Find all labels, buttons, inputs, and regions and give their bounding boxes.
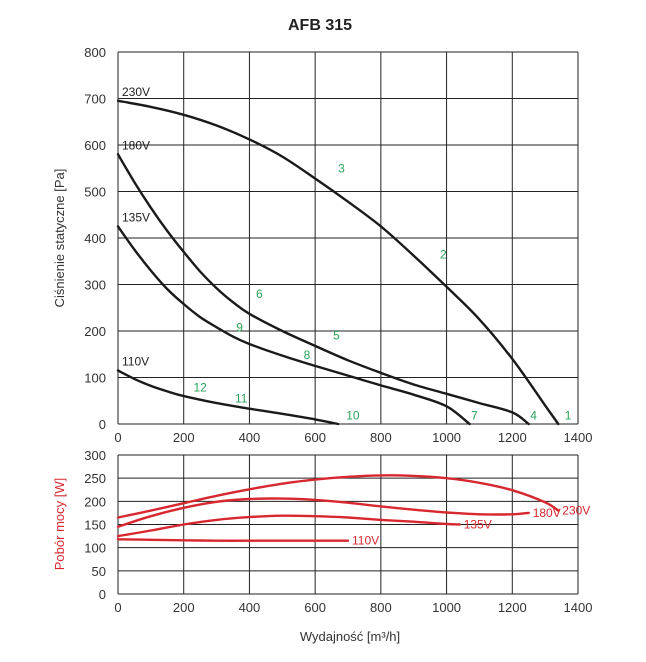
pressure-y-tick-label: 100 [84, 371, 106, 386]
pressure-x-tick-label: 1200 [498, 430, 527, 445]
power-x-tick-label: 1200 [498, 600, 527, 615]
power-curve-230V [116, 474, 560, 519]
pressure-y-tick-label: 400 [84, 231, 106, 246]
pressure-x-tick-label: 400 [239, 430, 261, 445]
pressure-y-tick-label: 700 [84, 92, 106, 107]
power-curve-135V [116, 514, 461, 538]
pressure-curve-label: 230V [122, 85, 150, 99]
pressure-curve-label: 110V [122, 355, 149, 369]
pressure-y-tick-label: 800 [84, 45, 106, 60]
pressure-x-tick-label: 200 [173, 430, 195, 445]
pressure-curve-180V [116, 153, 530, 426]
operating-point-label: 7 [471, 409, 478, 423]
pressure-curves [116, 99, 560, 426]
pressure-axis-title: Ciśnienie statyczne [Pa] [52, 169, 67, 308]
pressure-curve-label: 135V [122, 210, 150, 224]
pressure-curve-135V [116, 225, 471, 426]
pressure-y-tick-label: 200 [84, 324, 106, 339]
power-y-tick-label: 100 [84, 541, 106, 556]
operating-point-label: 1 [565, 409, 572, 423]
power-curve-label: 110V [352, 534, 379, 548]
power-y-tick-label: 300 [84, 448, 106, 463]
pressure-x-tick-label: 1000 [432, 430, 461, 445]
pressure-curve-110V [116, 369, 340, 426]
power-y-tick-label: 200 [84, 494, 106, 509]
power-chart-ticks: 0 200 400 600 800 1000 1200 1400 0 50 100 150 200 250… [84, 448, 592, 615]
pressure-x-tick-label: 1400 [564, 430, 593, 445]
operating-point-label: 10 [346, 409, 360, 423]
operating-point-label: 5 [333, 329, 340, 343]
operating-point-label: 4 [530, 409, 537, 423]
power-curve-110V [116, 538, 350, 542]
pressure-curve-230V [116, 99, 560, 426]
pressure-chart-ticks: 0 200 400 600 800 1000 1200 1400 0 100 200 300 400 50… [84, 45, 592, 445]
power-y-tick-label: 50 [92, 564, 106, 579]
pressure-y-tick-label: 600 [84, 138, 106, 153]
pressure-y-tick-label: 300 [84, 278, 106, 293]
pressure-y-tick-label: 0 [99, 417, 106, 432]
power-x-tick-label: 1400 [564, 600, 593, 615]
operating-point-label: 6 [256, 287, 263, 301]
power-curve-label: 230V [562, 504, 590, 518]
power-curves [116, 474, 560, 542]
pressure-chart-grid [117, 51, 579, 425]
operating-point-label: 12 [193, 381, 207, 395]
power-y-tick-label: 150 [84, 518, 106, 533]
power-curve-180V [116, 497, 530, 528]
pressure-x-tick-label: 0 [114, 430, 121, 445]
operating-point-label: 3 [338, 161, 345, 175]
power-chart-grid [117, 454, 579, 595]
power-y-tick-label: 0 [99, 587, 106, 602]
power-axis-title: Pobór mocy [W] [52, 478, 67, 570]
chart-title: AFB 315 [288, 17, 352, 34]
power-x-tick-label: 400 [239, 600, 261, 615]
operating-point-label: 2 [440, 247, 447, 261]
power-x-tick-label: 800 [370, 600, 392, 615]
operating-point-label: 11 [235, 391, 248, 405]
power-x-tick-label: 600 [304, 600, 326, 615]
operating-point-label: 9 [236, 320, 243, 334]
pressure-x-tick-label: 800 [370, 430, 392, 445]
power-x-tick-label: 1000 [432, 600, 461, 615]
pressure-x-tick-label: 600 [304, 430, 326, 445]
power-curve-label: 135V [464, 518, 492, 532]
power-curve-label: 180V [533, 506, 561, 520]
power-x-tick-label: 0 [114, 600, 121, 615]
power-y-tick-label: 250 [84, 471, 106, 486]
pressure-y-tick-label: 500 [84, 185, 106, 200]
power-x-tick-label: 200 [173, 600, 195, 615]
pressure-curve-label: 180V [122, 138, 150, 152]
operating-point-label: 8 [304, 348, 311, 362]
flow-axis-title: Wydajność [m³/h] [300, 629, 400, 644]
